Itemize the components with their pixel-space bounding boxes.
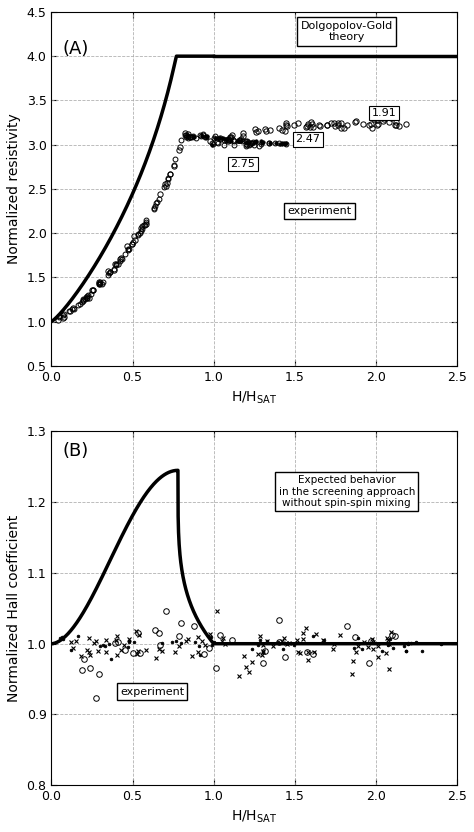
Text: Dolgopolov-Gold
theory: Dolgopolov-Gold theory [301,21,393,42]
Text: experiment: experiment [120,687,184,697]
Text: 2.75: 2.75 [230,159,255,169]
Text: 1.91: 1.91 [372,108,396,118]
Text: (A): (A) [63,40,89,58]
Y-axis label: Normalized Hall coefficient: Normalized Hall coefficient [7,515,21,702]
Text: Expected behavior
in the screening approach
without spin-spin mixing: Expected behavior in the screening appro… [279,475,415,508]
X-axis label: H/H$_{\mathregular{SAT}}$: H/H$_{\mathregular{SAT}}$ [231,389,277,405]
X-axis label: H/H$_{\mathregular{SAT}}$: H/H$_{\mathregular{SAT}}$ [231,809,277,825]
Y-axis label: Normalized resistivity: Normalized resistivity [7,113,21,265]
Text: 2.47: 2.47 [295,134,320,144]
Text: experiment: experiment [287,206,351,216]
Text: (B): (B) [63,442,89,460]
